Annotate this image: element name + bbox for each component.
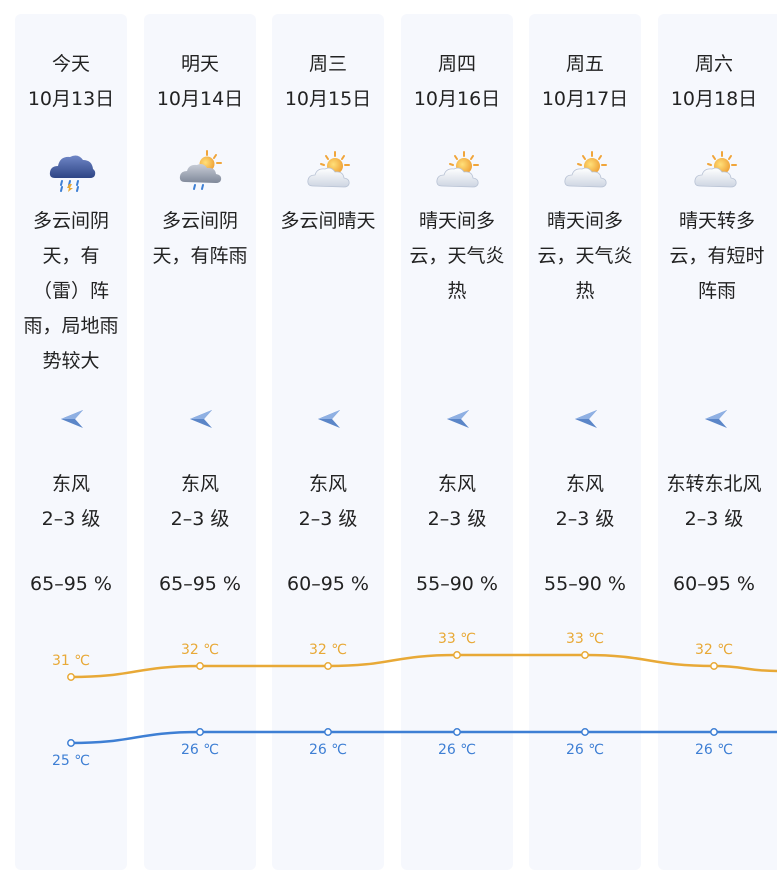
high-temp-label: 33 ℃	[566, 631, 604, 647]
low-temp-point	[196, 728, 204, 736]
high-temp-label: 33 ℃	[438, 631, 476, 647]
weather-description: 晴天间多云，天气炎热	[537, 210, 633, 302]
high-temp-point	[710, 662, 718, 670]
date-label: 10月16日	[413, 88, 501, 110]
east-wind-arrow-icon	[573, 409, 599, 429]
east-wind-arrow-icon	[188, 409, 214, 429]
day-label: 周三	[308, 53, 347, 75]
day-label: 今天	[51, 53, 90, 75]
high-temp-label: 31 ℃	[52, 653, 90, 669]
humidity: 60–95 %	[287, 573, 369, 595]
date-label: 10月14日	[156, 88, 244, 110]
low-temp-label: 26 ℃	[438, 742, 476, 758]
low-temp-label: 26 ℃	[566, 742, 604, 758]
thunder-rain-cloud-icon	[48, 148, 96, 192]
day-card[interactable]: 周五 10月17日 晴天间多云，天气炎热 东风 2–3 级 55–90 %	[529, 14, 641, 870]
wind-direction: 东风	[565, 473, 604, 495]
partly-cloudy-icon	[562, 148, 610, 192]
partly-cloudy-icon	[305, 148, 353, 192]
day-label: 周四	[437, 53, 476, 75]
partly-cloudy-icon	[692, 148, 740, 192]
sun-cloud-rain-icon	[177, 148, 225, 192]
day-label: 周六	[694, 53, 733, 75]
low-temp-point	[710, 728, 718, 736]
low-temp-line	[70, 730, 777, 745]
wind-level: 2–3 级	[170, 508, 230, 530]
day-label: 周五	[565, 53, 604, 75]
day-card[interactable]: 明天 10月14日 多云间阴天，有阵雨 东风 2–3 级 65–95 %	[144, 14, 256, 870]
wind-direction: 东风	[437, 473, 476, 495]
east-wind-arrow-icon	[703, 409, 729, 429]
weather-description: 晴天转多云，有短时阵雨	[669, 210, 765, 302]
high-temp-point	[581, 651, 589, 659]
high-temp-label: 32 ℃	[695, 642, 733, 658]
high-temp-label: 32 ℃	[181, 642, 219, 658]
high-temp-label: 32 ℃	[309, 642, 347, 658]
high-temp-point	[453, 651, 461, 659]
humidity: 60–95 %	[673, 573, 755, 595]
high-temp-point	[196, 662, 204, 670]
high-temp-line	[70, 653, 777, 679]
east-wind-arrow-icon	[59, 409, 85, 429]
day-label: 明天	[180, 53, 219, 75]
wind-level: 2–3 级	[684, 508, 744, 530]
wind-direction: 东风	[51, 473, 90, 495]
low-temp-label: 26 ℃	[309, 742, 347, 758]
wind-level: 2–3 级	[298, 508, 358, 530]
day-card[interactable]: 今天 10月13日 多云间阴天，有（雷）阵雨，局地雨势较大 东风 2–3 级 6…	[15, 14, 127, 870]
day-card[interactable]: 周四 10月16日 晴天间多云，天气炎热 东风 2–3 级 55–90 %	[401, 14, 513, 870]
high-temp-point	[67, 673, 75, 681]
east-wind-arrow-icon	[445, 409, 471, 429]
wind-level: 2–3 级	[41, 508, 101, 530]
day-card[interactable]: 周三 10月15日 多云间晴天 东风 2–3 级 60–95 %	[272, 14, 384, 870]
low-temp-point	[67, 739, 75, 747]
humidity: 55–90 %	[544, 573, 626, 595]
east-wind-arrow-icon	[316, 409, 342, 429]
wind-direction: 东风	[180, 473, 219, 495]
weather-description: 多云间阴天，有（雷）阵雨，局地雨势较大	[23, 210, 119, 372]
date-label: 10月18日	[670, 88, 758, 110]
date-label: 10月17日	[541, 88, 629, 110]
wind-direction: 东转东北风	[666, 473, 762, 495]
humidity: 65–95 %	[30, 573, 112, 595]
humidity: 55–90 %	[416, 573, 498, 595]
wind-direction: 东风	[308, 473, 347, 495]
weather-description: 多云间晴天	[280, 210, 376, 232]
humidity: 65–95 %	[159, 573, 241, 595]
low-temp-point	[581, 728, 589, 736]
weather-description: 晴天间多云，天气炎热	[409, 210, 505, 302]
date-label: 10月15日	[284, 88, 372, 110]
temperature-chart: 31 ℃ 32 ℃ 32 ℃ 33 ℃ 33 ℃ 32 ℃ 25 ℃ 26 ℃ 26 ℃ 26 ℃…	[52, 631, 777, 769]
low-temp-point	[453, 728, 461, 736]
low-temp-label: 25 ℃	[52, 753, 90, 769]
day-card[interactable]: 周六 10月18日 晴天转多云，有短时阵雨 东转东北风 2–3 级 60–95 …	[658, 14, 777, 870]
wind-level: 2–3 级	[555, 508, 615, 530]
low-temp-point	[324, 728, 332, 736]
date-label: 10月13日	[27, 88, 115, 110]
wind-level: 2–3 级	[427, 508, 487, 530]
low-temp-label: 26 ℃	[181, 742, 219, 758]
high-temp-point	[324, 662, 332, 670]
partly-cloudy-icon	[434, 148, 482, 192]
low-temp-label: 26 ℃	[695, 742, 733, 758]
weather-description: 多云间阴天，有阵雨	[152, 210, 248, 267]
